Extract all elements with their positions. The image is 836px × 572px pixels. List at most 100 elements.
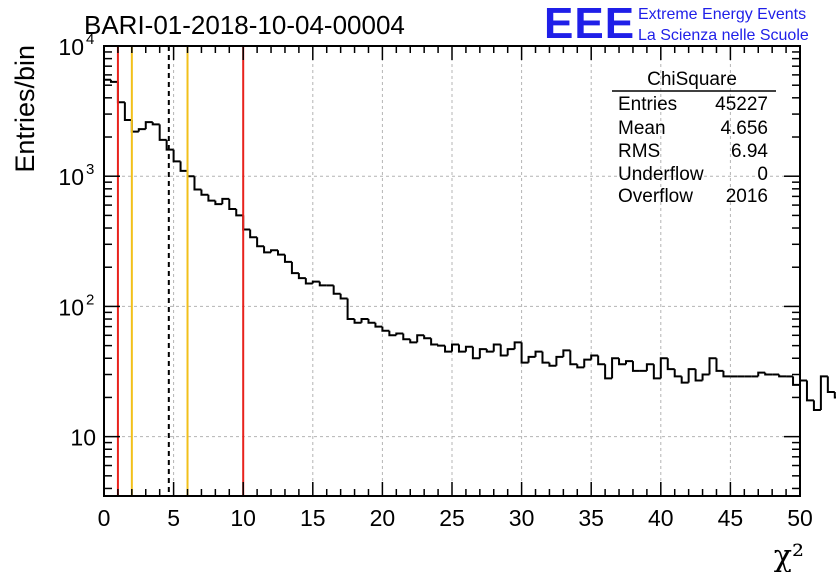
histogram-bin [506, 348, 515, 356]
y-tick-label: 10 [58, 294, 84, 320]
histogram-bin [631, 361, 640, 372]
x-tick-label: 50 [787, 505, 813, 531]
histogram-bin [346, 298, 355, 321]
x-tick-label: 40 [648, 505, 674, 531]
histogram-bin [722, 370, 731, 378]
histogram-bin [757, 371, 766, 377]
histogram-bin [186, 170, 195, 178]
stats-value-entries: 45227 [715, 94, 768, 115]
logo-mark: EEE [544, 0, 636, 48]
histogram-bin [652, 364, 661, 380]
histogram-bin [645, 363, 654, 371]
histogram-bin [430, 338, 439, 346]
histogram-bin [311, 280, 320, 284]
histogram-bin [541, 351, 550, 364]
histogram-bin [513, 341, 522, 350]
histogram-bin [388, 330, 397, 337]
stats-box: ChiSquare Entries 45227 Mean 4.656 RMS 6… [612, 69, 776, 207]
stats-value-mean: 4.656 [720, 118, 768, 139]
y-tick-label: 10 [58, 164, 84, 190]
histogram-bin [353, 319, 362, 324]
histogram-bin [687, 368, 696, 383]
histogram-bin [826, 376, 835, 394]
histogram-bin [534, 350, 543, 357]
histogram-bin [270, 249, 278, 253]
histogram-bin [485, 349, 494, 353]
histogram-bin [290, 261, 299, 275]
histogram-bin [471, 346, 480, 360]
eee-logo: EEE Extreme Energy Events La Scienza nel… [544, 0, 834, 48]
histogram-bin [297, 273, 306, 280]
histogram-bin [193, 176, 202, 191]
stats-title: ChiSquare [647, 69, 737, 90]
histogram-bin [109, 79, 118, 83]
x-tick-label: 45 [718, 505, 744, 531]
x-axis-label: χ² [774, 539, 804, 572]
histogram-bin [207, 194, 216, 202]
chart-title: BARI-01-2018-10-04-00004 [84, 10, 405, 40]
histogram-bin [666, 358, 675, 371]
histogram-bin [590, 354, 599, 360]
histogram-bin [569, 350, 578, 366]
histogram-bin [694, 369, 703, 382]
histogram-bin [625, 360, 633, 365]
y-tick-exponent: 2 [86, 291, 94, 308]
histogram-bin [451, 343, 459, 352]
histogram-bin [172, 149, 181, 163]
histogram-bin [799, 379, 807, 385]
histogram-bin [277, 250, 285, 256]
x-tick-label: 5 [167, 505, 180, 531]
x-tick-label: 35 [578, 505, 604, 531]
stats-value-overflow: 2016 [726, 186, 768, 207]
grid [104, 46, 800, 496]
histogram-bin [520, 342, 529, 364]
stats-value-underflow: 0 [757, 164, 768, 185]
histogram-bin [409, 339, 418, 344]
histogram-bin [137, 128, 146, 132]
histogram-bin [116, 81, 125, 104]
histogram-bin [402, 333, 411, 341]
histogram-bin [659, 357, 668, 379]
y-tick-exponent: 3 [86, 161, 94, 178]
histogram-bin [764, 372, 773, 376]
histogram-bin [200, 189, 209, 196]
histogram-bin [144, 121, 153, 130]
x-tick-label: 0 [98, 505, 111, 531]
histogram-bin [597, 355, 606, 366]
histogram-bin [339, 293, 348, 300]
histogram-bin [242, 215, 251, 231]
histogram-bin [235, 209, 244, 217]
histogram-bin [527, 355, 536, 363]
histogram-bin [214, 200, 223, 206]
stats-label-entries: Entries [618, 94, 677, 115]
histogram-bin [283, 254, 292, 263]
histogram-bin [778, 374, 787, 378]
histogram-bin [123, 102, 132, 122]
histogram-bin [360, 318, 369, 323]
histogram-bin [819, 375, 828, 411]
histogram-bin [444, 345, 452, 353]
histogram-bin [130, 120, 139, 133]
histogram-bin [395, 332, 404, 336]
histogram-bin [165, 139, 174, 151]
histogram-bin [618, 358, 626, 366]
y-tick-label: 10 [58, 34, 84, 60]
logo-line-1: Extreme Energy Events [638, 6, 807, 23]
stats-label-mean: Mean [618, 118, 666, 139]
stats-label-underflow: Underflow [618, 164, 704, 185]
histogram-bin [583, 358, 592, 368]
histogram-bin [555, 355, 564, 366]
stats-label-overflow: Overflow [618, 186, 693, 207]
histogram-bin [499, 344, 508, 357]
histogram-bin [680, 376, 689, 384]
histogram-bin [332, 285, 341, 295]
histogram-bin [249, 229, 258, 239]
histogram-bin [812, 400, 821, 412]
histogram-bin [381, 326, 390, 332]
histogram-bin [228, 198, 237, 210]
histogram-bin [548, 362, 557, 367]
x-tick-label: 20 [370, 505, 396, 531]
x-tick-label: 25 [439, 505, 465, 531]
